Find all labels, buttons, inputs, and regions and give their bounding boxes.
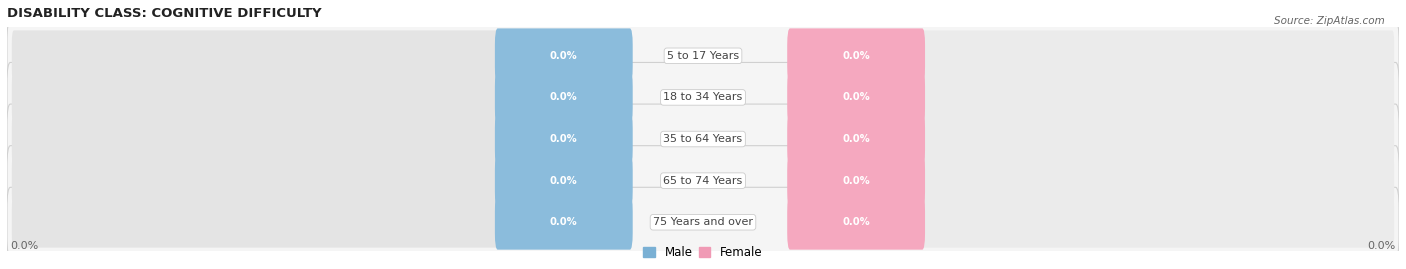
FancyBboxPatch shape [7, 21, 1399, 91]
FancyBboxPatch shape [11, 114, 619, 164]
Text: DISABILITY CLASS: COGNITIVE DIFFICULTY: DISABILITY CLASS: COGNITIVE DIFFICULTY [7, 7, 322, 20]
Text: 0.0%: 0.0% [842, 134, 870, 144]
Text: 0.0%: 0.0% [550, 217, 578, 227]
FancyBboxPatch shape [7, 62, 1399, 132]
FancyBboxPatch shape [495, 70, 633, 125]
Text: 5 to 17 Years: 5 to 17 Years [666, 51, 740, 61]
FancyBboxPatch shape [7, 146, 1399, 215]
Text: 0.0%: 0.0% [842, 217, 870, 227]
Text: 0.0%: 0.0% [10, 241, 39, 252]
FancyBboxPatch shape [787, 114, 1395, 164]
Text: 0.0%: 0.0% [842, 51, 870, 61]
FancyBboxPatch shape [787, 30, 1395, 81]
Text: 0.0%: 0.0% [550, 134, 578, 144]
Text: 0.0%: 0.0% [550, 176, 578, 186]
FancyBboxPatch shape [787, 72, 1395, 123]
Text: 75 Years and over: 75 Years and over [652, 217, 754, 227]
FancyBboxPatch shape [787, 197, 1395, 248]
FancyBboxPatch shape [495, 195, 633, 250]
Text: 0.0%: 0.0% [842, 176, 870, 186]
FancyBboxPatch shape [11, 197, 619, 248]
FancyBboxPatch shape [495, 29, 633, 83]
FancyBboxPatch shape [787, 195, 925, 250]
FancyBboxPatch shape [7, 187, 1399, 257]
FancyBboxPatch shape [787, 153, 925, 208]
Text: 65 to 74 Years: 65 to 74 Years [664, 176, 742, 186]
FancyBboxPatch shape [787, 70, 925, 125]
Text: 0.0%: 0.0% [550, 51, 578, 61]
FancyBboxPatch shape [787, 112, 925, 167]
Text: 0.0%: 0.0% [1367, 241, 1396, 252]
FancyBboxPatch shape [11, 72, 619, 123]
FancyBboxPatch shape [787, 155, 1395, 206]
FancyBboxPatch shape [11, 30, 619, 81]
FancyBboxPatch shape [495, 112, 633, 167]
FancyBboxPatch shape [7, 104, 1399, 174]
Legend: Male, Female: Male, Female [638, 241, 768, 263]
FancyBboxPatch shape [787, 29, 925, 83]
FancyBboxPatch shape [11, 155, 619, 206]
Text: 18 to 34 Years: 18 to 34 Years [664, 93, 742, 102]
Text: Source: ZipAtlas.com: Source: ZipAtlas.com [1274, 16, 1385, 26]
Text: 0.0%: 0.0% [842, 93, 870, 102]
FancyBboxPatch shape [495, 153, 633, 208]
Text: 35 to 64 Years: 35 to 64 Years [664, 134, 742, 144]
Text: 0.0%: 0.0% [550, 93, 578, 102]
